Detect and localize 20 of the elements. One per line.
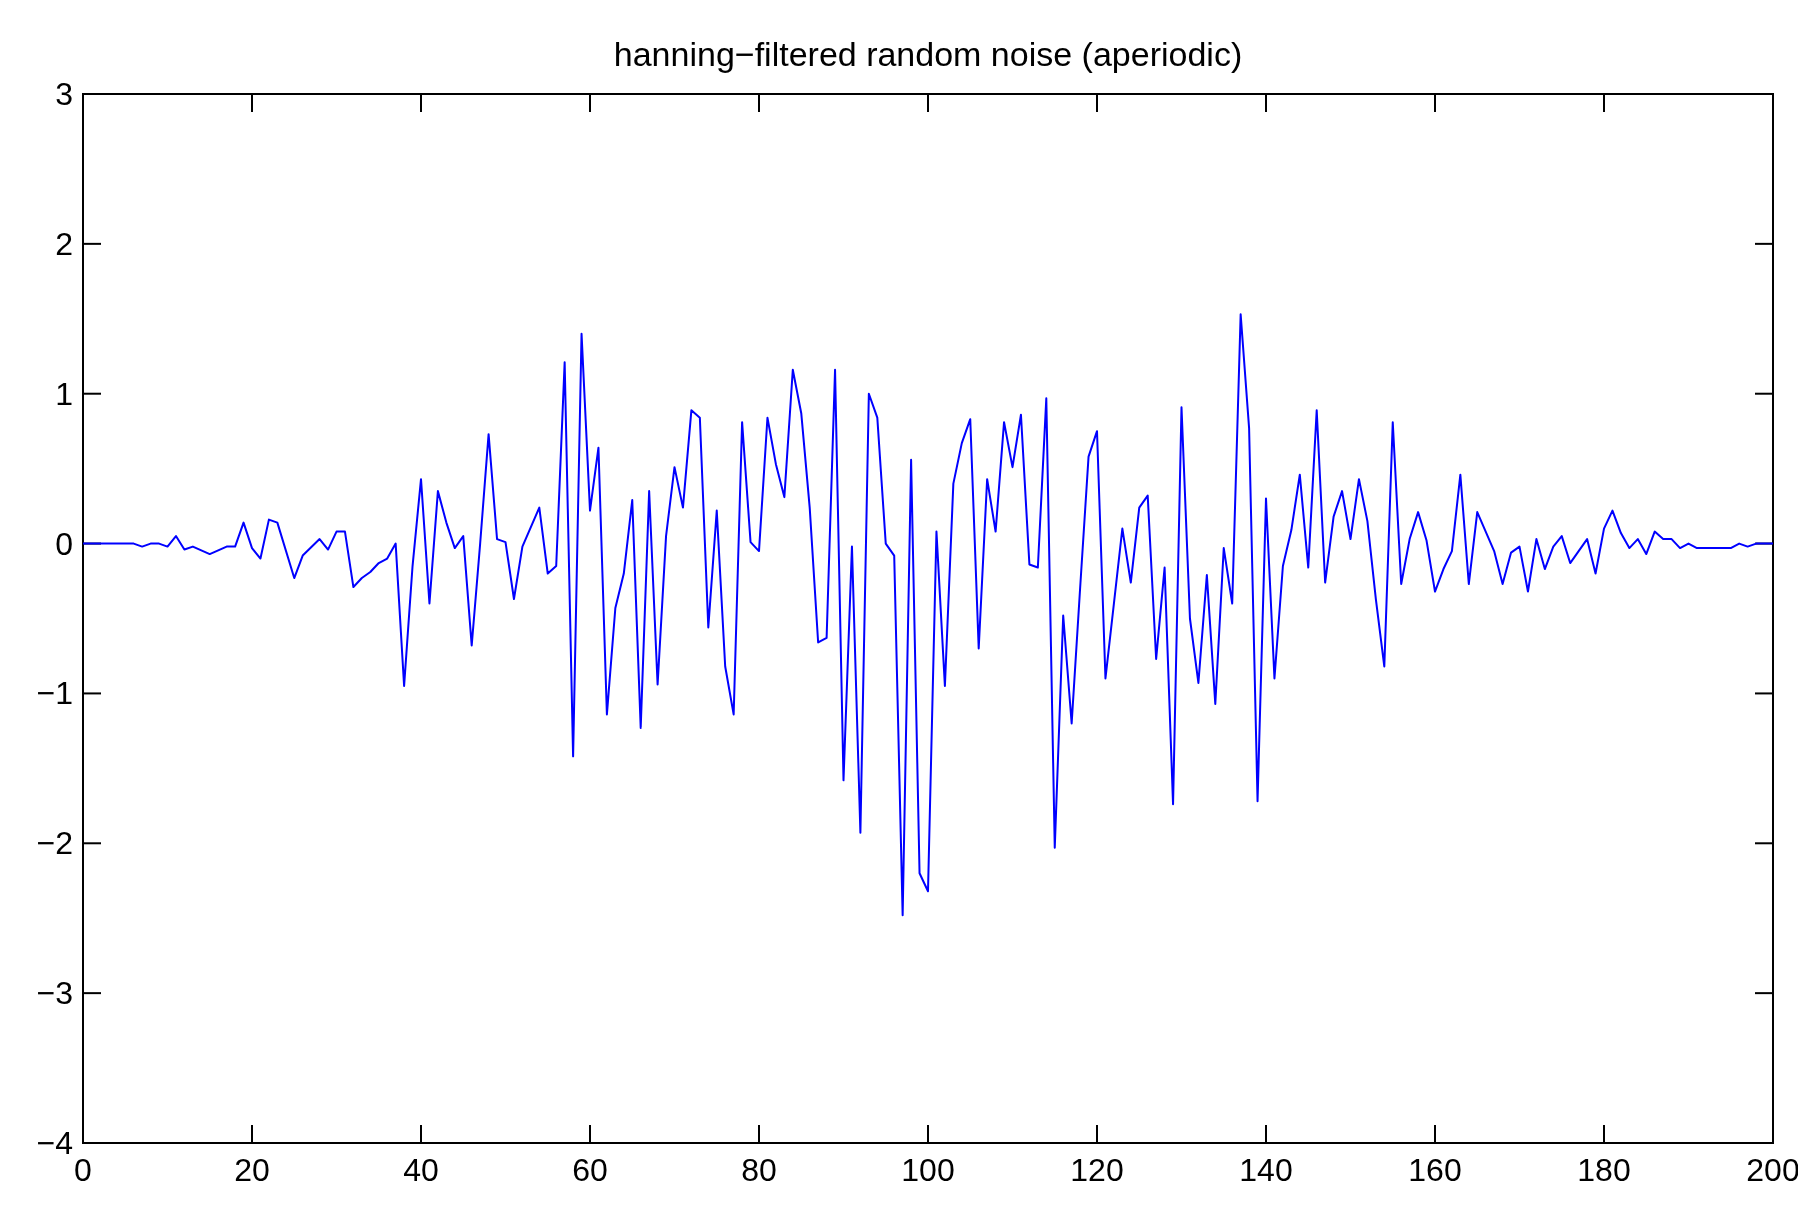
x-tick-label: 40: [403, 1152, 439, 1188]
chart-title: hanning−filtered random noise (aperiodic): [613, 35, 1243, 73]
x-tick-label: 60: [572, 1152, 608, 1188]
y-tick-label: −4: [36, 1125, 73, 1161]
x-tick-label: 100: [901, 1152, 955, 1188]
x-tick-label: 200: [1746, 1152, 1800, 1188]
y-tick-label: 3: [55, 76, 73, 112]
x-tick-label: 180: [1577, 1152, 1631, 1188]
y-tick-label: 2: [55, 225, 73, 262]
x-tick-label: 160: [1408, 1152, 1462, 1188]
x-tick-label: 80: [741, 1152, 777, 1188]
x-tick-label: 120: [1070, 1152, 1124, 1188]
y-tick-label: −2: [36, 825, 73, 862]
x-tick-label: 20: [234, 1152, 270, 1188]
y-tick-label: −1: [36, 675, 73, 712]
x-tick-label: 140: [1239, 1152, 1293, 1188]
y-tick-label: −3: [36, 975, 73, 1012]
y-tick-label: 1: [55, 375, 73, 412]
line-series: [82, 313, 1774, 917]
y-tick-label: 0: [55, 525, 73, 562]
